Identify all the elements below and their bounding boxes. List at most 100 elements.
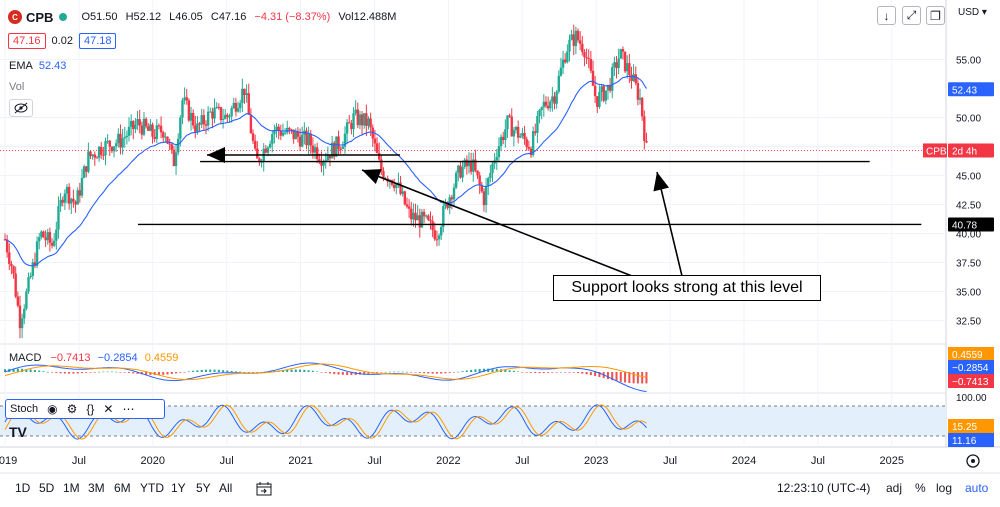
buy-price-button[interactable]: 47.18 (78, 33, 117, 49)
more-icon[interactable]: ⋯ (122, 402, 135, 416)
vol-legend[interactable]: Vol (9, 81, 24, 93)
candle-body (345, 122, 349, 134)
candle-body (531, 131, 535, 156)
x-tick-label: Jul (663, 455, 677, 467)
macd-histogram-bar (478, 368, 481, 372)
hide-eye-icon[interactable] (9, 99, 33, 117)
candle-body (469, 160, 473, 172)
macd-histogram-bar (46, 371, 49, 373)
scroll-down-button[interactable]: ↓ (877, 6, 896, 25)
eye-icon[interactable]: ◉ (47, 402, 58, 416)
candle-body (294, 131, 297, 140)
macd-histogram-bar (474, 369, 477, 372)
candle-body (611, 67, 614, 91)
candle-body (482, 191, 486, 206)
arrow-diagonal-head[interactable] (362, 169, 382, 185)
candle-body (454, 172, 458, 188)
macd-histogram-bar (333, 372, 336, 375)
candle-body (365, 113, 368, 126)
symbol-name[interactable]: CPB (26, 9, 54, 25)
candle-body (78, 190, 82, 196)
candle-body (159, 125, 163, 133)
macd-legend[interactable]: MACD −0.7413 −0.2854 0.4559 (9, 352, 178, 364)
currency-selector[interactable]: USD ▾ (958, 7, 987, 18)
macd-histogram-bar (76, 372, 79, 374)
timeframe-1y[interactable]: 1Y (171, 481, 186, 495)
macd-histogram-bar (517, 371, 520, 373)
timeframe-all[interactable]: All (219, 481, 233, 495)
candle-body (583, 51, 586, 58)
candle-body (108, 140, 111, 147)
candle-body (100, 146, 103, 155)
timeframe-1d[interactable]: 1D (15, 481, 31, 495)
symbol-header: C CPB O51.50 H52.12 L46.05 C47.16 −4.31 … (8, 7, 401, 27)
candle-body (640, 97, 644, 117)
settings-icon[interactable]: ⚙ (66, 402, 78, 416)
candle-body (10, 263, 13, 267)
adj-toggle[interactable]: adj (886, 481, 903, 495)
macd-histogram-bar (200, 369, 203, 372)
timeframe-3m[interactable]: 3M (88, 481, 105, 495)
candle-body (360, 114, 364, 126)
arrow-left-head[interactable] (207, 147, 225, 163)
close-value: C47.16 (210, 11, 247, 23)
macd-histogram-bar (222, 370, 225, 372)
tradingview-logo-icon[interactable]: TV (9, 424, 27, 440)
candle-body (202, 115, 206, 125)
timeframe-ytd[interactable]: YTD (140, 481, 164, 495)
macd-histogram-bar (521, 372, 524, 373)
close-icon[interactable]: ✕ (103, 402, 114, 416)
auto-toggle[interactable]: auto (965, 481, 989, 495)
candle-body (89, 151, 92, 157)
macd-histogram-bar (4, 369, 6, 372)
macd-histogram-bar (128, 372, 131, 373)
log-toggle[interactable]: log (936, 481, 953, 495)
sell-price-button[interactable]: 47.16 (8, 33, 46, 49)
candle-body (286, 127, 289, 133)
trade-price-row: 47.16 0.02 47.18 (8, 33, 117, 49)
macd-histogram-bar (346, 372, 349, 376)
axis-settings-gear-icon[interactable] (966, 454, 980, 468)
candle-body (497, 146, 501, 158)
macd-histogram-bar (98, 371, 101, 373)
source-code-icon[interactable]: {} (86, 402, 95, 416)
candle-body (155, 125, 159, 139)
percent-toggle[interactable]: % (915, 481, 926, 495)
expand-button[interactable]: ⤢ (902, 6, 921, 25)
candle-body (82, 166, 86, 178)
timeframe-1m[interactable]: 1M (63, 481, 80, 495)
candle-body (61, 199, 64, 203)
candle-body (14, 273, 17, 297)
timeframe-5y[interactable]: 5Y (196, 481, 211, 495)
macd-histogram-bar (136, 372, 139, 374)
candle-body (350, 123, 353, 130)
macd-axis-label: 0.4559 (952, 350, 983, 361)
ema-legend[interactable]: EMA 52.43 (9, 60, 66, 72)
arrow-diagonal-shaft[interactable] (361, 169, 633, 277)
candle-body (572, 34, 575, 46)
macd-histogram-bar (187, 371, 190, 372)
clock-time[interactable]: 12:23:10 (UTC-4) (777, 481, 871, 495)
macd-histogram-bar (170, 372, 173, 374)
macd-histogram-bar (645, 372, 648, 384)
macd-histogram-bar (33, 369, 36, 372)
timeframe-5d[interactable]: 5D (39, 481, 55, 495)
candle-body (228, 116, 231, 118)
candle-body (452, 187, 456, 200)
candle-body (162, 132, 165, 138)
timeframe-price-label: 2d 4h (952, 146, 977, 157)
timeframe-price-label-box (948, 143, 994, 158)
candle-body (463, 159, 466, 168)
restore-button[interactable]: ❐ (926, 6, 945, 25)
stoch-legend[interactable]: Stoch ◉ ⚙ {} ✕ ⋯ (5, 399, 165, 419)
date-range-icon[interactable] (255, 481, 273, 500)
candle-body (356, 109, 359, 126)
candle-body (499, 136, 503, 147)
arrow-up-head[interactable] (653, 172, 669, 192)
timeframe-6m[interactable]: 6M (114, 481, 131, 495)
candle-body (367, 118, 370, 126)
candle-body (119, 133, 122, 148)
candle-body (431, 221, 434, 231)
annotation-callout[interactable]: Support looks strong at this level (553, 275, 821, 301)
